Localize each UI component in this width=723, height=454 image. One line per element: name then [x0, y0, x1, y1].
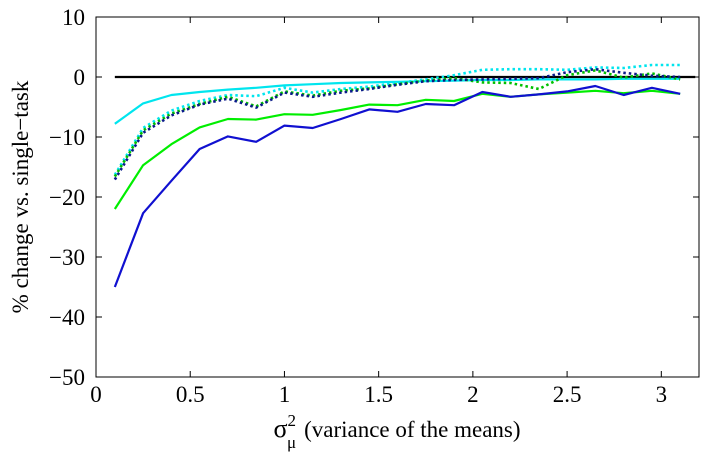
y-tick-label: −50: [49, 365, 85, 390]
x-axis-sigma: σ: [273, 414, 287, 443]
x-tick-label: 3: [656, 382, 668, 407]
x-tick-label: 2: [467, 382, 479, 407]
x-tick-label: 0: [90, 382, 102, 407]
y-tick-label: −20: [49, 185, 85, 210]
y-tick-label: −30: [49, 245, 85, 270]
x-axis-superscript: 2: [287, 411, 296, 430]
x-axis-text: (variance of the means): [304, 417, 520, 442]
y-tick-label: 10: [62, 5, 85, 30]
series-layer: [113, 63, 696, 288]
y-tick-label: 0: [74, 65, 86, 90]
x-tick-label: 0.5: [176, 382, 205, 407]
x-tick-label: 1: [279, 382, 291, 407]
y-tick-label: −10: [49, 125, 85, 150]
x-tick-label: 1.5: [364, 382, 393, 407]
series-line-cyan-solid: [114, 77, 681, 125]
y-tick-label: −40: [49, 305, 85, 330]
series-line-cyan-dotted: [113, 63, 681, 176]
series-line-green-solid: [113, 89, 681, 210]
series-line-blue-solid: [113, 84, 681, 288]
y-axis-label: % change vs. single−task: [8, 80, 33, 313]
x-axis-label: σ2 μ (variance of the means): [273, 411, 520, 452]
series-line-blue-dotted: [113, 67, 681, 181]
x-axis-subscript: μ: [287, 433, 296, 452]
x-tick-label: 2.5: [553, 382, 582, 407]
tick-layer: 0 0.5 1 1.5 2 2.5 3 −50 −40 −30 −20 −10 0 10: [49, 5, 699, 407]
